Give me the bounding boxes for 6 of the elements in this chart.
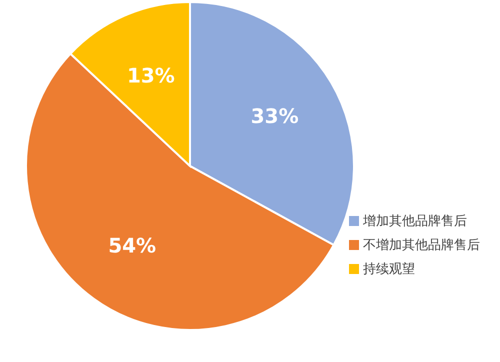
data-label: 54%: [108, 234, 156, 258]
legend-label: 持续观望: [363, 262, 415, 277]
legend-label: 增加其他品牌售后: [363, 214, 467, 229]
data-label: 13%: [126, 64, 175, 88]
data-label: 33%: [250, 104, 299, 128]
legend-label: 不增加其他品牌售后: [363, 238, 480, 253]
